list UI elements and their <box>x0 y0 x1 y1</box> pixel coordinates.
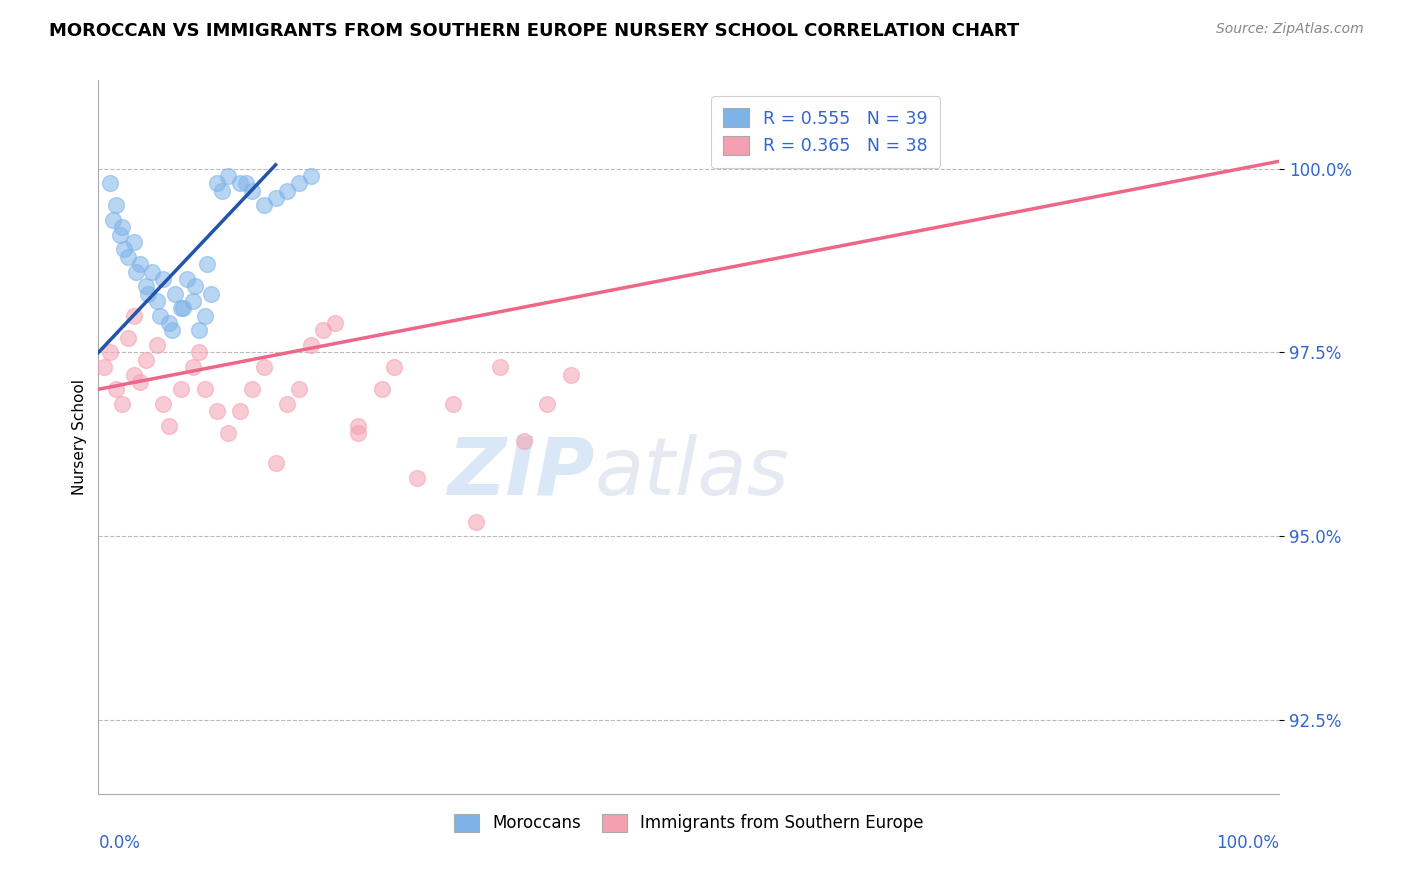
Point <box>111 220 134 235</box>
Point <box>160 323 183 337</box>
Point <box>135 352 157 367</box>
Point <box>217 169 239 183</box>
Point <box>181 360 204 375</box>
Legend: Moroccans, Immigrants from Southern Europe: Moroccans, Immigrants from Southern Euro… <box>449 807 929 839</box>
Y-axis label: Nursery School: Nursery School <box>72 379 87 495</box>
Point <box>98 176 121 190</box>
Point <box>187 345 209 359</box>
Point <box>170 382 193 396</box>
Point <box>152 397 174 411</box>
Point <box>112 243 135 257</box>
Point <box>512 434 534 448</box>
Point <box>489 360 512 375</box>
Point <box>172 301 194 316</box>
Point <box>146 338 169 352</box>
Point <box>128 375 150 389</box>
Point <box>347 419 370 434</box>
Point <box>111 397 134 411</box>
Point <box>465 515 488 529</box>
Point <box>536 397 558 411</box>
Point <box>253 198 276 212</box>
Point <box>187 323 209 337</box>
Point <box>205 404 228 418</box>
Point <box>117 331 139 345</box>
Point <box>98 345 121 359</box>
Point <box>122 368 145 382</box>
Point <box>299 338 322 352</box>
Point <box>135 279 157 293</box>
Point <box>441 397 464 411</box>
Point <box>253 360 276 375</box>
Point <box>141 264 163 278</box>
Point <box>288 382 311 396</box>
Text: ZIP: ZIP <box>447 434 595 512</box>
Point <box>149 309 172 323</box>
Point <box>170 301 193 316</box>
Point <box>122 235 145 249</box>
Point <box>146 293 169 308</box>
Point <box>276 397 298 411</box>
Point <box>240 382 263 396</box>
Point <box>136 286 159 301</box>
Point <box>195 257 218 271</box>
Text: 0.0%: 0.0% <box>98 834 141 853</box>
Text: 100.0%: 100.0% <box>1216 834 1279 853</box>
Point <box>181 293 204 308</box>
Point <box>117 250 139 264</box>
Point <box>194 382 217 396</box>
Point <box>122 309 145 323</box>
Point <box>125 264 148 278</box>
Point <box>406 470 429 484</box>
Point <box>264 456 287 470</box>
Point <box>240 184 263 198</box>
Point <box>157 419 180 434</box>
Point <box>264 191 287 205</box>
Point <box>229 404 252 418</box>
Text: atlas: atlas <box>595 434 789 512</box>
Point <box>184 279 207 293</box>
Point <box>176 272 198 286</box>
Point <box>347 426 370 441</box>
Point <box>105 382 128 396</box>
Point <box>288 176 311 190</box>
Point <box>93 360 115 375</box>
Point <box>211 184 233 198</box>
Point <box>235 176 257 190</box>
Point <box>165 286 187 301</box>
Point <box>382 360 405 375</box>
Point <box>128 257 150 271</box>
Point <box>229 176 252 190</box>
Text: Source: ZipAtlas.com: Source: ZipAtlas.com <box>1216 22 1364 37</box>
Point <box>108 227 131 242</box>
Point <box>312 323 335 337</box>
Point <box>299 169 322 183</box>
Point <box>205 176 228 190</box>
Point <box>152 272 174 286</box>
Point <box>323 316 346 330</box>
Point <box>560 368 582 382</box>
Point <box>217 426 239 441</box>
Text: MOROCCAN VS IMMIGRANTS FROM SOUTHERN EUROPE NURSERY SCHOOL CORRELATION CHART: MOROCCAN VS IMMIGRANTS FROM SOUTHERN EUR… <box>49 22 1019 40</box>
Point <box>105 198 128 212</box>
Point <box>194 309 217 323</box>
Point <box>276 184 298 198</box>
Point <box>101 213 124 227</box>
Point <box>371 382 394 396</box>
Point <box>157 316 180 330</box>
Point <box>200 286 222 301</box>
